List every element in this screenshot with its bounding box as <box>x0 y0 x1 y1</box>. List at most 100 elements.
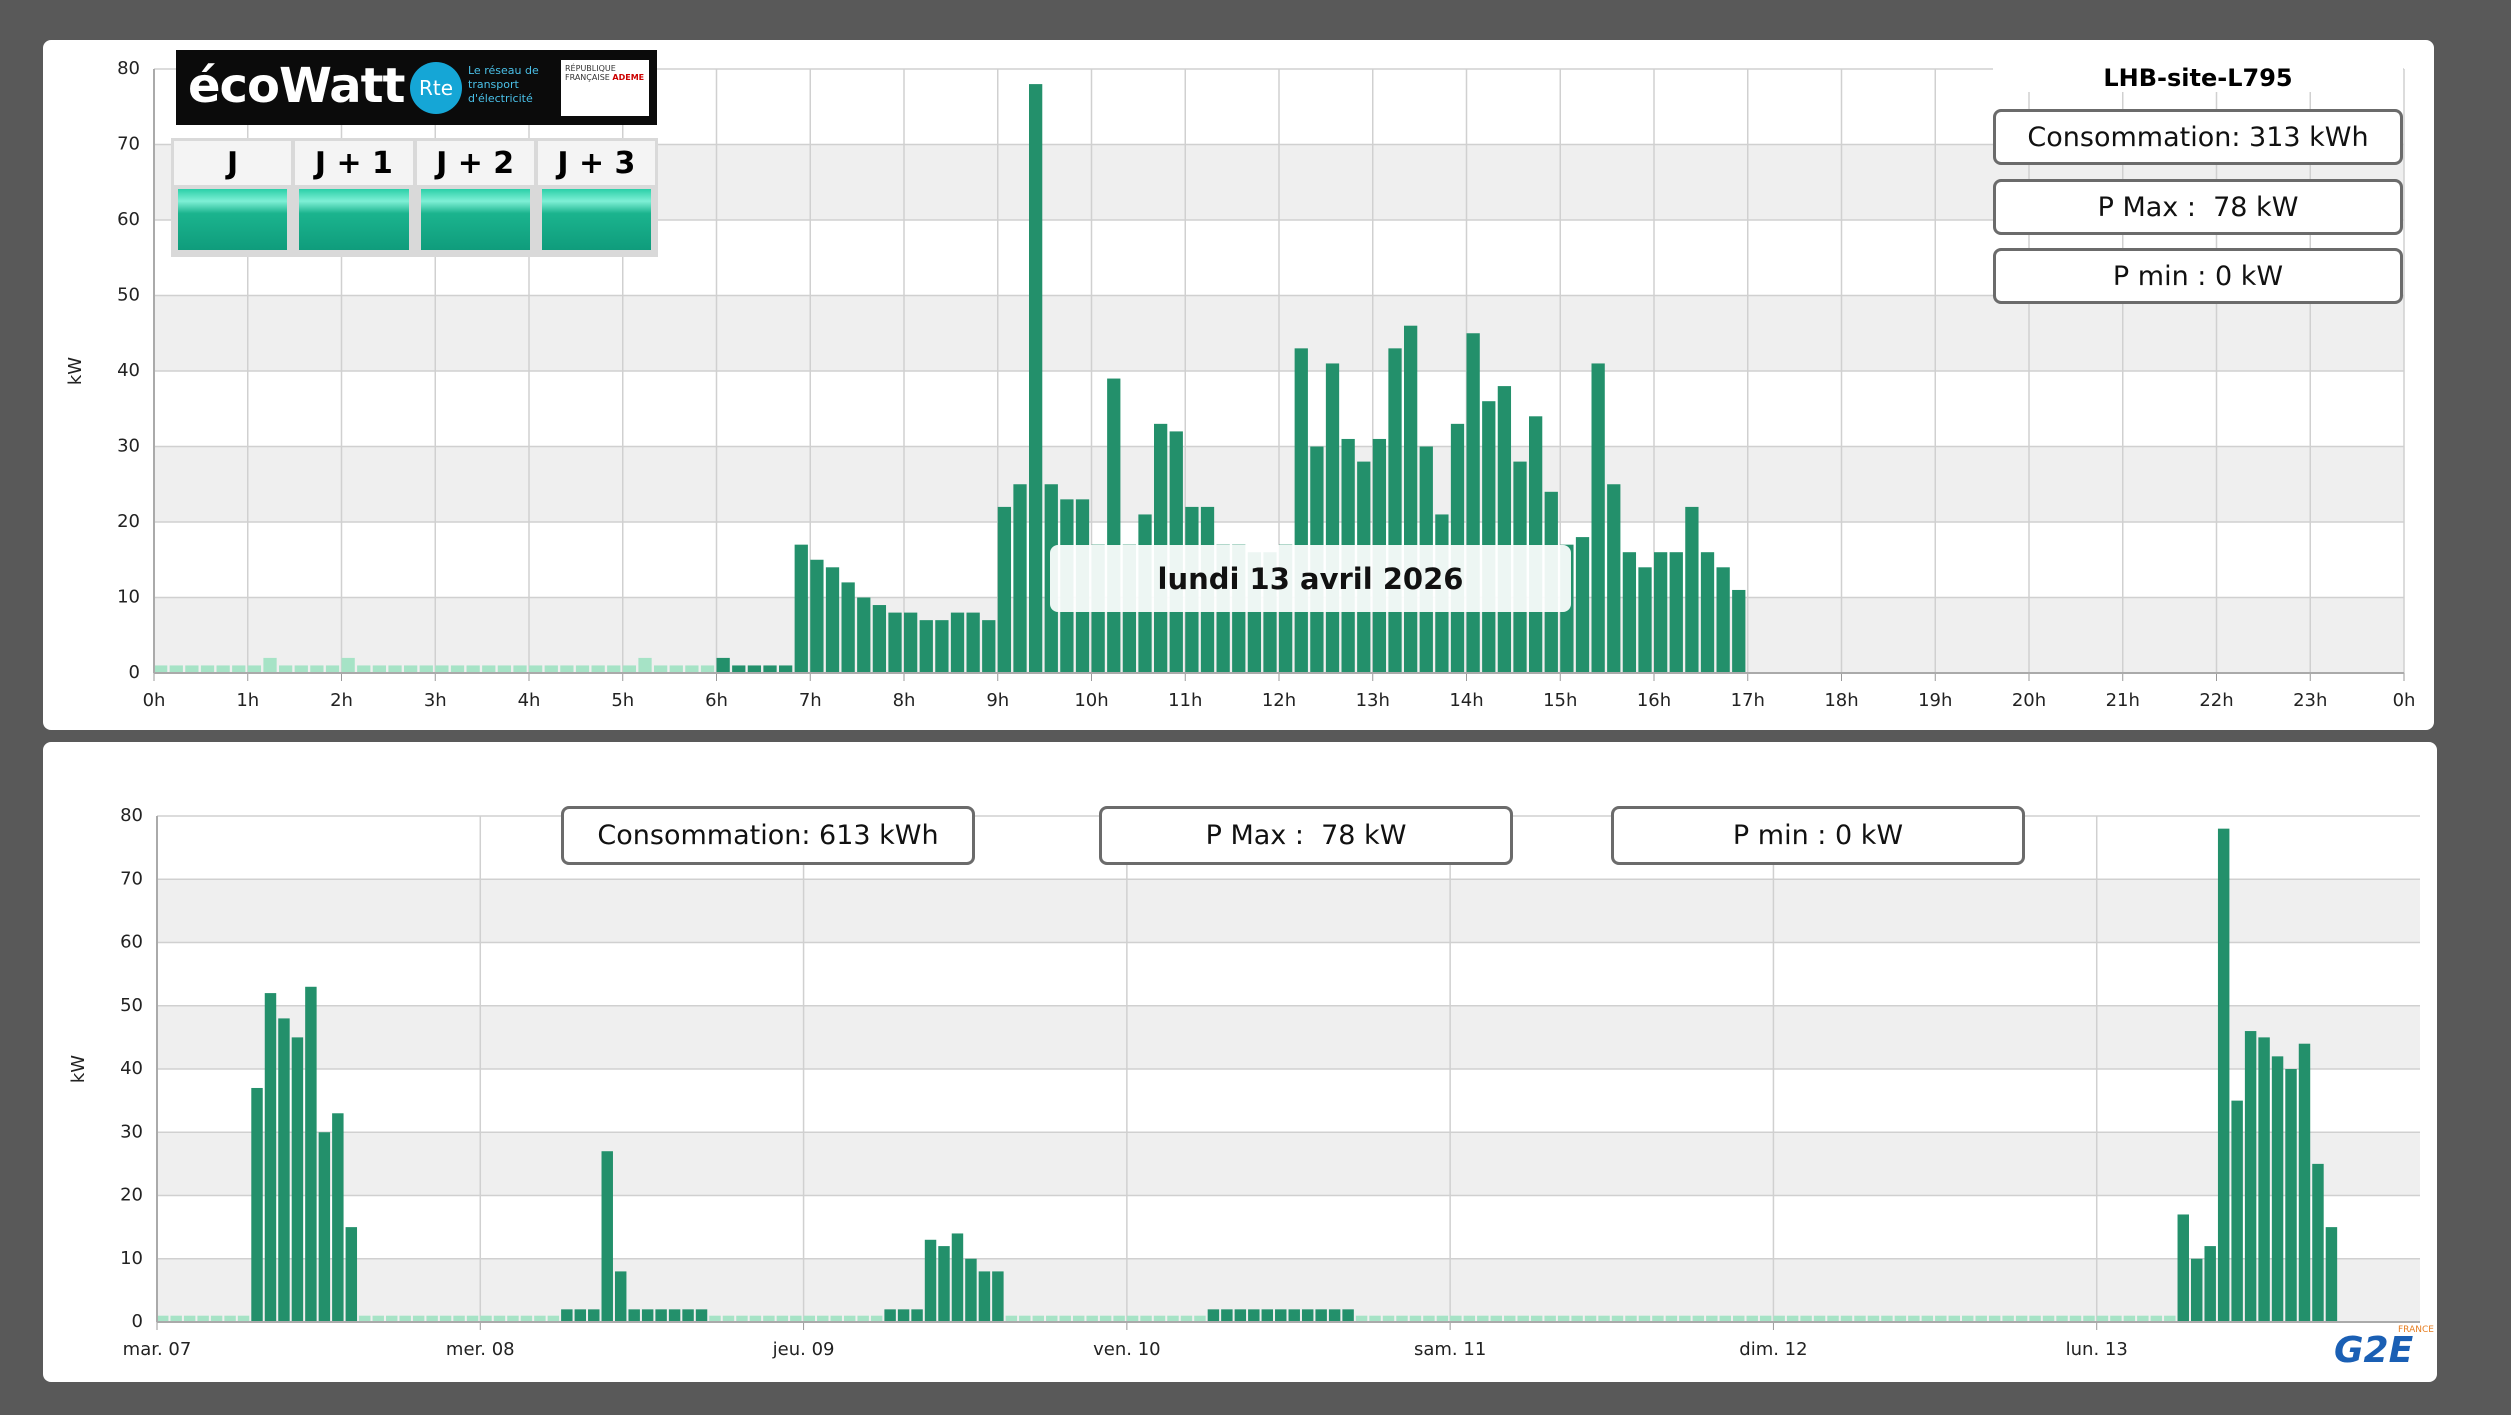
x-tick-label: 5h <box>611 690 634 711</box>
bar <box>2285 1069 2297 1322</box>
bar <box>794 544 808 673</box>
stat-box: P Max : 78 kW <box>1993 179 2403 235</box>
bar <box>1113 1315 1125 1322</box>
bar <box>830 1315 842 1322</box>
bar <box>1466 333 1480 673</box>
x-tick-label: 6h <box>705 690 728 711</box>
bar <box>1544 1315 1556 1322</box>
bar <box>716 657 730 673</box>
bar <box>1669 552 1683 673</box>
rte-tagline: Le réseau de transport d'électricité <box>468 64 539 105</box>
x-tick-label: 17h <box>1731 690 1765 711</box>
bar <box>1194 1315 1206 1322</box>
bar <box>638 657 652 673</box>
bar <box>318 1132 331 1322</box>
bar <box>1685 506 1699 673</box>
bar <box>325 665 340 673</box>
bar <box>520 1315 533 1322</box>
bar <box>776 1315 789 1322</box>
bar <box>1800 1315 1812 1322</box>
bar <box>628 1309 640 1322</box>
bar <box>412 1315 425 1322</box>
bar <box>513 665 527 673</box>
bar <box>1652 1315 1664 1322</box>
bar <box>1005 1315 1018 1322</box>
y-tick-label: 70 <box>117 134 140 155</box>
stat-box: P min : 0 kW <box>1611 806 2025 865</box>
bar <box>1234 1309 1247 1322</box>
ecowatt-days: J J + 1 J + 2 J + 3 <box>171 138 658 257</box>
day-label: J + 2 <box>416 141 534 185</box>
bar <box>310 665 324 673</box>
y-tick-label: 80 <box>120 805 143 826</box>
bar <box>1382 1315 1395 1322</box>
bar <box>1975 1315 1987 1322</box>
bar <box>2042 1315 2055 1322</box>
y-tick-label: 10 <box>117 587 140 608</box>
bar <box>1921 1315 1934 1322</box>
x-tick-label: 13h <box>1356 690 1390 711</box>
bar <box>722 1315 735 1322</box>
x-tick-label: dim. 12 <box>1739 1339 1807 1360</box>
bar <box>1813 1315 1826 1322</box>
x-tick-label: sam. 11 <box>1414 1339 1486 1360</box>
bar <box>695 1309 708 1322</box>
ademe-text: ADEME <box>612 73 645 82</box>
bar <box>982 620 996 673</box>
bar <box>1746 1315 1758 1322</box>
bar <box>857 1315 869 1322</box>
bar <box>232 665 246 673</box>
bar <box>385 1315 398 1322</box>
bar <box>2029 1315 2041 1322</box>
bar <box>388 665 402 673</box>
stat-box: Consommation: 313 kWh <box>1993 109 2403 165</box>
bar <box>1221 1309 1233 1322</box>
bar <box>1935 1315 1947 1322</box>
republique-logo: RÉPUBLIQUE FRANÇAISE ADEME <box>561 60 649 116</box>
bar <box>419 665 433 673</box>
ecowatt-brand: écoWatt <box>188 58 405 114</box>
bar <box>1294 348 1308 673</box>
y-tick-label: 20 <box>117 511 140 532</box>
bar <box>263 657 277 673</box>
bar <box>544 665 558 673</box>
bar <box>1497 386 1512 673</box>
grid-band <box>157 1005 2420 1069</box>
bar <box>1607 484 1621 673</box>
y-tick-label: 30 <box>120 1121 143 1142</box>
bar <box>1423 1315 1435 1322</box>
x-tick-label: lun. 13 <box>2066 1339 2128 1360</box>
bar <box>810 559 824 673</box>
bar <box>345 1227 358 1322</box>
bar <box>622 665 637 673</box>
x-tick-label: 1h <box>236 690 259 711</box>
x-tick-label: 12h <box>1262 690 1296 711</box>
bar <box>1908 1315 1920 1322</box>
day-signal <box>299 189 409 250</box>
bar <box>1388 348 1402 673</box>
bar <box>466 1315 479 1322</box>
bar <box>1840 1315 1853 1322</box>
bar <box>2312 1163 2324 1322</box>
bar <box>1396 1315 1408 1322</box>
bar <box>1019 1315 1031 1322</box>
day-label: J + 3 <box>537 141 655 185</box>
bar <box>803 1315 816 1322</box>
y-axis-label: kW <box>65 357 86 385</box>
bar <box>2069 1315 2082 1322</box>
bar <box>870 1315 883 1322</box>
bar <box>2191 1258 2203 1322</box>
bar <box>1086 1315 1098 1322</box>
bar <box>1013 484 1027 673</box>
bar <box>466 665 480 673</box>
bar <box>779 665 793 673</box>
bar <box>950 612 965 673</box>
bar <box>1328 1309 1341 1322</box>
bar <box>843 1315 856 1322</box>
bar <box>904 612 918 673</box>
bar <box>372 665 387 673</box>
day-cell: J + 1 <box>295 141 413 254</box>
bar <box>561 1309 573 1322</box>
x-tick-label: 4h <box>518 690 541 711</box>
bar <box>1504 1315 1516 1322</box>
